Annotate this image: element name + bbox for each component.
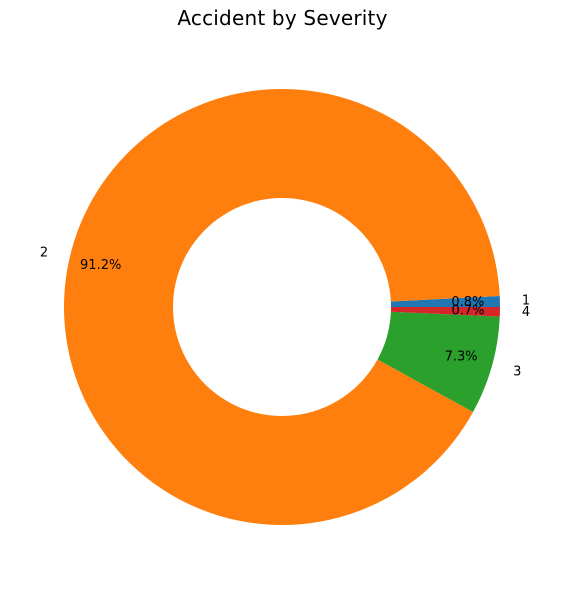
slice-3: [377, 311, 500, 413]
category-label-4: 4: [522, 305, 530, 320]
chart-title: Accident by Severity: [177, 6, 388, 30]
pct-label-4: 0.7%: [451, 304, 484, 319]
pct-label-1: 0.8%: [451, 295, 484, 310]
slice-1: [390, 296, 500, 307]
category-label-3: 3: [513, 364, 521, 379]
pct-label-2: 91.2%: [80, 258, 121, 273]
labels-group: 0.8% 1 91.2% 2 7.3% 3 0.7% 4: [40, 246, 530, 380]
slices-group: [63, 88, 500, 525]
pct-label-3: 7.3%: [445, 350, 478, 365]
category-label-1: 1: [522, 294, 530, 309]
category-label-2: 2: [40, 246, 48, 261]
slice-2: [63, 88, 500, 525]
slice-4: [390, 307, 500, 317]
